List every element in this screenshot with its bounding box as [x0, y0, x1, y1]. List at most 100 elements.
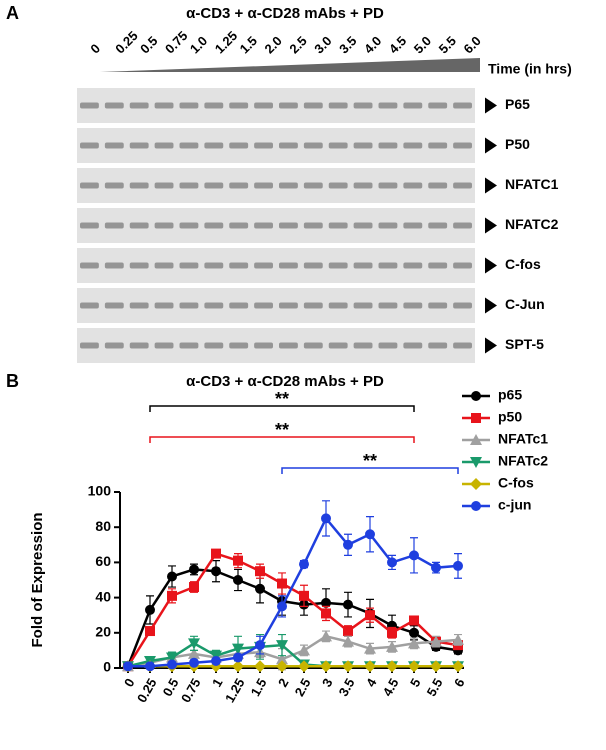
blot-band [204, 182, 224, 189]
blot-band [279, 302, 298, 309]
blot-band [179, 102, 199, 109]
marker [364, 642, 376, 654]
time-label: 4.0 [361, 33, 384, 56]
blot-band [428, 142, 448, 149]
blot-band [428, 222, 448, 229]
blot-band [378, 142, 398, 149]
series-line [126, 568, 459, 667]
blot-band [229, 222, 249, 229]
blot-band [328, 342, 348, 349]
blot-band [403, 182, 423, 189]
marker [387, 627, 397, 638]
marker [255, 640, 265, 651]
x-tick-label: 2 [275, 676, 292, 690]
blot-label: P65 [505, 96, 530, 112]
marker [211, 566, 221, 577]
blot-label: C-fos [505, 256, 541, 272]
marker [276, 640, 288, 652]
blot-band [80, 142, 99, 149]
chart-title: α-CD3 + α-CD28 mAbs + PD [186, 373, 384, 390]
blot-band [453, 302, 472, 309]
marker [276, 660, 288, 673]
blot-band [104, 102, 124, 109]
marker [430, 635, 442, 647]
blot-arrow [485, 297, 497, 314]
blot-band [179, 182, 199, 189]
blot-band [453, 222, 472, 229]
blot-band [254, 142, 273, 149]
blot-band [229, 302, 249, 309]
blot-band [204, 342, 224, 349]
blot-arrow [485, 177, 497, 194]
x-tick-label: 2.5 [292, 676, 314, 699]
blot-band [129, 222, 149, 229]
blot-band [378, 102, 398, 109]
blot-band [80, 262, 99, 269]
blot-band [353, 262, 373, 269]
significance-text: ** [275, 420, 289, 440]
blot-band [353, 142, 373, 149]
marker [166, 652, 178, 664]
y-tick-label: 20 [95, 624, 111, 640]
blot-band [204, 142, 224, 149]
blot-arrow [485, 217, 497, 234]
blot-band [129, 342, 149, 349]
blot-band [279, 262, 298, 269]
marker [299, 590, 309, 601]
blot-band [80, 182, 99, 189]
marker [321, 513, 331, 524]
blot-band [179, 142, 199, 149]
blot-band [378, 302, 398, 309]
time-axis-label: Time (in hrs) [488, 61, 572, 77]
time-wedge [100, 58, 480, 72]
marker [167, 590, 177, 601]
blot-label: NFATC1 [505, 176, 559, 192]
blot-band [229, 142, 249, 149]
blot-band [279, 142, 298, 149]
blot-band [104, 342, 124, 349]
marker [255, 566, 265, 577]
marker [298, 644, 310, 656]
blot-band [204, 222, 224, 229]
marker [167, 571, 177, 582]
blot-band [80, 102, 99, 109]
blot-band [353, 222, 373, 229]
legend-label: NFATc1 [498, 431, 548, 447]
marker [145, 626, 155, 637]
marker [408, 637, 420, 649]
blot-band [154, 142, 174, 149]
legend-label: c-jun [498, 497, 531, 513]
blot-band [129, 262, 149, 269]
y-tick-label: 80 [95, 518, 111, 534]
legend-marker [471, 501, 481, 511]
marker [167, 659, 177, 670]
significance-bracket [149, 405, 415, 412]
marker [342, 635, 354, 647]
blot-band [104, 222, 124, 229]
blot-band [453, 262, 472, 269]
significance-text: ** [363, 451, 377, 471]
marker [255, 583, 265, 594]
marker [452, 660, 464, 673]
blot-band [154, 262, 174, 269]
marker [452, 633, 464, 645]
y-tick-label: 40 [95, 588, 111, 604]
marker [211, 548, 221, 559]
x-tick-label: 5.5 [424, 676, 446, 699]
blot-label: P50 [505, 136, 530, 152]
time-label: 1.5 [237, 33, 260, 56]
blot-arrow [485, 337, 497, 354]
blot-band [179, 222, 199, 229]
blot-band [104, 182, 124, 189]
marker [321, 597, 331, 608]
marker [453, 560, 463, 571]
marker [123, 661, 133, 672]
x-tick-label: 3.5 [336, 676, 358, 699]
marker [386, 660, 398, 673]
significance-text: ** [275, 389, 289, 409]
marker [321, 608, 331, 619]
blot-band [378, 222, 398, 229]
blot-band [179, 342, 199, 349]
blot-band [303, 302, 323, 309]
x-tick-label: 5 [407, 676, 424, 690]
